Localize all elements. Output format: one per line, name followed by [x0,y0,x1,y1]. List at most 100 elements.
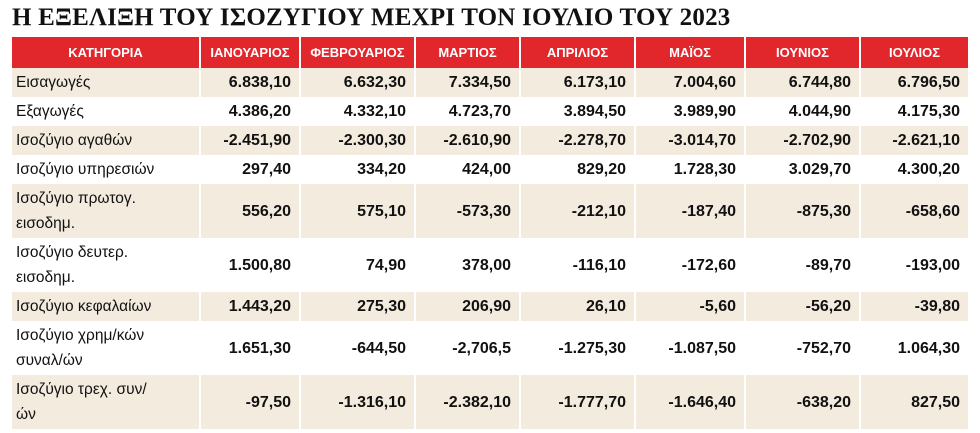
row-label-cell: Ισοζύγιο τρεχ. συν/ών [12,375,200,429]
title: Η ΕΞΕΛΙΞΗ ΤΟΥ ΙΣΟΖΥΓΙΟΥ ΜΕΧΡΙ ΤΟΝ ΙΟΥΛΙΟ… [12,4,731,31]
header-cell: ΜΑΡΤΙΟΣ [414,37,520,68]
row-label: Ισοζύγιο χρημ/κών συναλ/ών [16,327,145,369]
header-cell: ΜΑΪΟΣ [634,37,745,68]
row-label-cell: Ισοζύγιο υπηρεσιών [12,155,200,184]
value-cell: -2.300,30 [299,126,415,155]
value-cell: 4.723,70 [414,97,520,126]
header-cell: ΙΑΝΟΥΑΡΙΟΣ [199,37,300,68]
value-cell: 1.500,80 [199,238,300,292]
value-cell: -2.382,10 [414,375,520,429]
row-label-cell: Εισαγωγές [12,68,200,97]
value-cell: -3.014,70 [634,126,745,155]
value-cell: 297,40 [199,155,300,184]
table-row: Ισοζύγιο τρεχ. συν/ών -97,50 -1.316,10 -2.3… [12,375,968,429]
value-cell: 6.173,10 [519,68,635,97]
value-cell: -97,50 [199,375,300,429]
value-cell: 74,90 [299,238,415,292]
value-cell: 275,30 [299,292,415,321]
value-cell: -172,60 [634,238,745,292]
header-row: ΚΑΤΗΓΟΡΙΑ ΙΑΝΟΥΑΡΙΟΣ ΦΕΒΡΟΥΑΡΙΟΣ ΜΑΡΤΙΟΣ ΑΠΡ… [12,37,968,68]
table-body: Εισαγωγές 6.838,10 6.632,30 7.334,50 6.173,1… [12,68,968,429]
value-cell: -39,80 [859,292,968,321]
value-cell: -638,20 [744,375,860,429]
table-row: Ισοζύγιο αγαθών -2.451,90 -2.300,30 -2.610,… [12,126,968,155]
row-label: Ισοζύγιο πρωτογ. εισοδημ. [16,190,136,232]
value-cell: -2.278,70 [519,126,635,155]
value-cell: 206,90 [414,292,520,321]
table-row: Ισοζύγιο δευτερ. εισοδημ. 1.500,80 74,90 37… [12,238,968,292]
value-cell: 4.332,10 [299,97,415,126]
table-row: Ισοζύγιο υπηρεσιών 297,40 334,20 424,00 829,… [12,155,968,184]
value-cell: 6.838,10 [199,68,300,97]
value-cell: 1.728,30 [634,155,745,184]
value-cell: -89,70 [744,238,860,292]
value-cell: 4.175,30 [859,97,968,126]
value-cell: -116,10 [519,238,635,292]
table-row: Εισαγωγές 6.838,10 6.632,30 7.334,50 6.173,1… [12,68,968,97]
value-cell: 4.300,20 [859,155,968,184]
value-cell: -2,706,5 [414,321,520,375]
value-cell: -187,40 [634,184,745,238]
value-cell: -573,30 [414,184,520,238]
header-cell: ΙΟΥΛΙΟΣ [859,37,968,68]
value-cell: -56,20 [744,292,860,321]
table-row: Εξαγωγές 4.386,20 4.332,10 4.723,70 3.894,50… [12,97,968,126]
header-cell: ΑΠΡΙΛΙΟΣ [519,37,635,68]
row-label-cell: Ισοζύγιο χρημ/κών συναλ/ών [12,321,200,375]
row-label-cell: Ισοζύγιο αγαθών [12,126,200,155]
value-cell: -2.621,10 [859,126,968,155]
value-cell: -1.777,70 [519,375,635,429]
value-cell: -658,60 [859,184,968,238]
value-cell: -1.275,30 [519,321,635,375]
value-cell: -2.702,90 [744,126,860,155]
header-cell: ΙΟΥΝΙΟΣ [744,37,860,68]
value-cell: 827,50 [859,375,968,429]
value-cell: -1.087,50 [634,321,745,375]
row-label-cell: Ισοζύγιο κεφαλαίων [12,292,200,321]
value-cell: 26,10 [519,292,635,321]
value-cell: 7.004,60 [634,68,745,97]
value-cell: 575,10 [299,184,415,238]
value-cell: -1.316,10 [299,375,415,429]
value-cell: 6.796,50 [859,68,968,97]
row-label: Ισοζύγιο αγαθών [16,132,133,149]
value-cell: -644,50 [299,321,415,375]
row-label: Ισοζύγιο υπηρεσιών [16,161,155,178]
value-cell: 3.029,70 [744,155,860,184]
value-cell: -212,10 [519,184,635,238]
row-label: Ισοζύγιο κεφαλαίων [16,298,152,315]
table-row: Ισοζύγιο κεφαλαίων 1.443,20 275,30 206,90 26… [12,292,968,321]
header-cell: ΦΕΒΡΟΥΑΡΙΟΣ [299,37,415,68]
table-row: Ισοζύγιο χρημ/κών συναλ/ών 1.651,30 -644,5… [12,321,968,375]
row-label-cell: Ισοζύγιο πρωτογ. εισοδημ. [12,184,200,238]
value-cell: -1.646,40 [634,375,745,429]
value-cell: 3.894,50 [519,97,635,126]
value-cell: -875,30 [744,184,860,238]
value-cell: 4.044,90 [744,97,860,126]
row-label: Εισαγωγές [16,74,91,91]
value-cell: 6.744,80 [744,68,860,97]
table-row: Ισοζύγιο πρωτογ. εισοδημ. 556,20 575,10 -57… [12,184,968,238]
row-label-cell: Εξαγωγές [12,97,200,126]
value-cell: 1.064,30 [859,321,968,375]
value-cell: -193,00 [859,238,968,292]
value-cell: 424,00 [414,155,520,184]
value-cell: 556,20 [199,184,300,238]
value-cell: 1.651,30 [199,321,300,375]
value-cell: 1.443,20 [199,292,300,321]
value-cell: -5,60 [634,292,745,321]
row-label-cell: Ισοζύγιο δευτερ. εισοδημ. [12,238,200,292]
header-cell: ΚΑΤΗΓΟΡΙΑ [12,37,200,68]
value-cell: -2.610,90 [414,126,520,155]
value-cell: 7.334,50 [414,68,520,97]
row-label: Ισοζύγιο τρεχ. συν/ών [16,381,147,423]
value-cell: 3.989,90 [634,97,745,126]
value-cell: -2.451,90 [199,126,300,155]
value-cell: 829,20 [519,155,635,184]
value-cell: 378,00 [414,238,520,292]
value-cell: -752,70 [744,321,860,375]
row-label: Εξαγωγές [16,103,84,120]
table: ΚΑΤΗΓΟΡΙΑ ΙΑΝΟΥΑΡΙΟΣ ΦΕΒΡΟΥΑΡΙΟΣ ΜΑΡΤΙΟΣ ΑΠΡ… [12,37,968,429]
value-cell: 4.386,20 [199,97,300,126]
